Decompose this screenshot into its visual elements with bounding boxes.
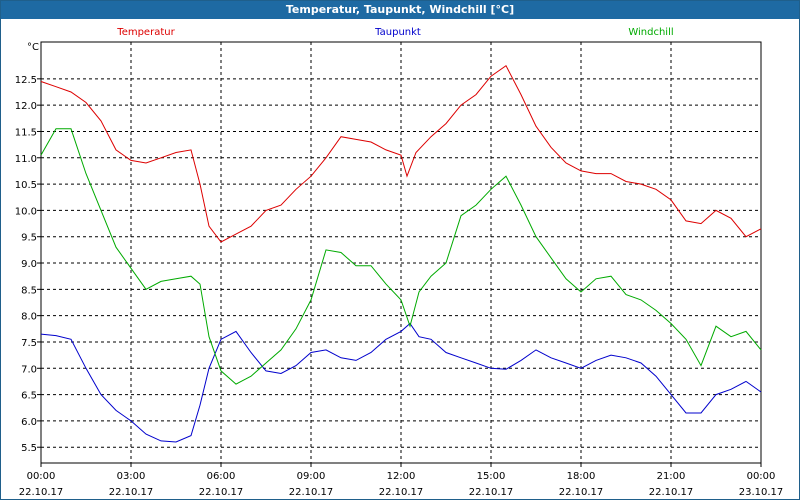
legend-label-temperatur: Temperatur [116,27,175,38]
series-line-taupunkt [40,322,762,443]
x-tick-date-label: 22.10.17 [469,487,514,498]
x-tick-time-label: 03:00 [117,471,146,482]
x-tick-time-label: 00:00 [27,471,56,482]
y-axis-unit-label: °C [27,42,39,53]
window-title: Temperatur, Taupunkt, Windchill [°C] [1,1,799,19]
x-tick-date-label: 22.10.17 [109,487,154,498]
x-tick-date-label: 22.10.17 [19,487,64,498]
y-tick-label: 7.0 [21,364,37,375]
x-tick-date-label: 22.10.17 [379,487,424,498]
tick-layer: 5.5 6.0 6.5 7.0 7.5 8.0 8.5 9.0 9.5 10.0 10.5 11.0 1… [15,75,784,498]
x-tick-time-label: 21:00 [657,471,686,482]
grid-layer [41,42,761,463]
y-tick-label: 5.5 [21,443,37,454]
y-tick-label: 8.0 [21,312,37,323]
x-tick-date-label: 22.10.17 [649,487,694,498]
y-tick-label: 10.0 [15,206,37,217]
y-tick-label: 12.5 [15,75,37,86]
y-tick-label: 9.0 [21,259,37,270]
x-tick-time-label: 15:00 [477,471,506,482]
y-tick-label: 8.5 [21,285,37,296]
x-tick-time-label: 00:00 [747,471,776,482]
series-line-temperatur [40,64,762,243]
y-tick-label: 12.0 [15,101,37,112]
y-tick-label: 6.5 [21,391,37,402]
y-tick-label: 7.5 [21,338,37,349]
series-line-windchill [40,128,762,385]
x-tick-date-label: 22.10.17 [289,487,334,498]
x-tick-date-label: 22.10.17 [559,487,604,498]
y-tick-label: 10.5 [15,180,37,191]
legend-label-windchill: Windchill [628,27,673,38]
x-tick-date-label: 22.10.17 [199,487,244,498]
x-tick-time-label: 18:00 [567,471,596,482]
y-tick-label: 9.5 [21,233,37,244]
legend-label-taupunkt: Taupunkt [374,27,421,38]
legend-layer: Temperatur Taupunkt Windchill [116,27,673,38]
x-tick-date-label: 23.10.17 [739,487,784,498]
x-tick-time-label: 09:00 [297,471,326,482]
x-tick-time-label: 12:00 [387,471,416,482]
y-tick-label: 11.0 [15,154,37,165]
x-tick-time-label: 06:00 [207,471,236,482]
y-tick-label: 6.0 [21,417,37,428]
y-tick-label: 11.5 [15,127,37,138]
series-layer [40,64,762,443]
